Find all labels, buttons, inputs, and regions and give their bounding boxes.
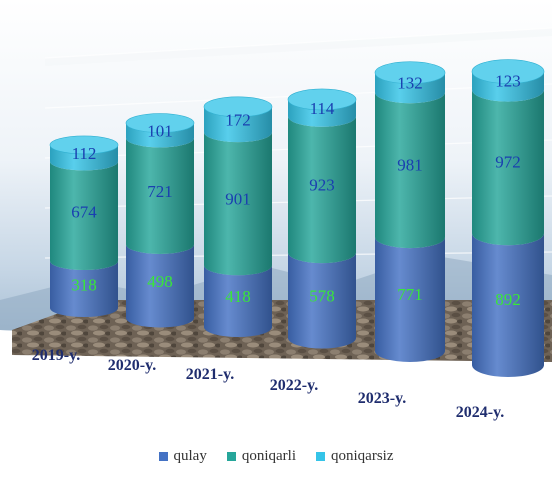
data-label-qoniqarli-2024-y: 972 xyxy=(495,152,521,171)
category-label-2020-y: 2020-y. xyxy=(108,357,156,374)
category-label-2019-y: 2019-y. xyxy=(32,347,80,364)
bar-segment-qoniqarsiz-2024-y xyxy=(472,71,544,102)
bar-segment-qoniqarsiz-2022-y xyxy=(288,99,356,127)
legend-swatch-qoniqarsiz xyxy=(316,452,325,461)
legend: qulay qoniqarli qoniqarsiz xyxy=(0,448,552,465)
gridline xyxy=(44,27,552,59)
category-label-2024-y: 2024-y. xyxy=(456,404,504,421)
data-label-qoniqarsiz-2020-y: 101 xyxy=(147,121,173,140)
bar-group-2021-y: 418 901 172 xyxy=(203,96,273,337)
bar-cap-2023-y xyxy=(374,61,446,85)
bar-segment-qoniqarli-2019-y xyxy=(50,161,118,271)
data-label-qoniqarsiz-2022-y: 114 xyxy=(310,99,335,118)
bar-segment-qulay-2022-y xyxy=(288,252,356,349)
bar-cap-2020-y xyxy=(125,113,195,133)
data-label-qoniqarli-2022-y: 923 xyxy=(309,175,335,194)
bar-group-2023-y: 771 981 132 xyxy=(374,61,446,362)
data-label-qoniqarli-2019-y: 674 xyxy=(71,202,97,221)
bar-segment-qoniqarli-2024-y xyxy=(472,89,544,246)
bar-group-2020-y: 498 721 101 xyxy=(125,113,195,328)
legend-swatch-qoniqarli xyxy=(226,452,236,461)
bar-segment-qulay-2024-y xyxy=(472,233,544,377)
category-labels: 2019-y. 2020-y. 2021-y. 2022-y. 2023-y. 2024-… xyxy=(32,347,504,421)
data-label-qulay-2020-y: 498 xyxy=(147,272,173,291)
bar-segment-qulay-2021-y xyxy=(204,265,272,337)
data-label-qoniqarsiz-2023-y: 132 xyxy=(397,73,423,92)
bar-cap-2021-y xyxy=(203,96,273,118)
bar-group-2022-y: 578 923 114 xyxy=(287,88,357,349)
legend-label-qoniqarsiz: qoniqarsiz xyxy=(331,448,394,464)
bar-segment-qulay-2019-y xyxy=(50,261,118,317)
bars-group: 318 674 112 498 721 101 418 901 172 578 923 114 771 9… xyxy=(49,59,545,377)
bar-segment-qoniqarsiz-2023-y xyxy=(375,72,445,104)
bar-segment-qoniqarli-2020-y xyxy=(126,137,194,254)
category-label-2021-y: 2021-y. xyxy=(186,366,234,383)
category-label-2023-y: 2023-y. xyxy=(358,390,406,407)
legend-swatch-qulay xyxy=(158,452,168,461)
bar-segment-qulay-2020-y xyxy=(126,244,194,328)
legend-item-qoniqarli: qoniqarli xyxy=(226,448,296,465)
data-label-qulay-2021-y: 418 xyxy=(225,287,251,306)
data-label-qulay-2019-y: 318 xyxy=(71,276,97,295)
legend-item-qoniqarsiz: qoniqarsiz xyxy=(316,448,393,465)
bar-cap-2024-y xyxy=(471,59,545,84)
bar-group-2019-y: 318 674 112 xyxy=(49,135,119,317)
data-label-qulay-2023-y: 771 xyxy=(397,285,423,304)
bar-segment-qoniqarli-2021-y xyxy=(204,132,272,276)
bar-cap-2019-y xyxy=(49,135,119,155)
data-label-qoniqarli-2023-y: 981 xyxy=(397,156,423,175)
legend-label-qulay: qulay xyxy=(173,448,207,464)
bar-segment-qulay-2023-y xyxy=(375,237,445,362)
data-label-qoniqarsiz-2021-y: 172 xyxy=(225,110,251,129)
legend-label-qoniqarli: qoniqarli xyxy=(241,448,296,464)
data-label-qoniqarli-2021-y: 901 xyxy=(225,190,251,209)
legend-item-qulay: qulay xyxy=(158,448,207,465)
bar-segment-qoniqarli-2022-y xyxy=(288,116,356,264)
category-label-2022-y: 2022-y. xyxy=(270,377,318,394)
bar-segment-qoniqarsiz-2019-y xyxy=(50,144,118,171)
data-label-qulay-2022-y: 578 xyxy=(309,286,335,305)
data-label-qoniqarli-2020-y: 721 xyxy=(147,182,173,201)
data-label-qulay-2024-y: 892 xyxy=(495,290,521,309)
data-label-qoniqarsiz-2024-y: 123 xyxy=(495,72,521,91)
data-label-qoniqarsiz-2019-y: 112 xyxy=(72,144,97,163)
bar-cap-2022-y xyxy=(287,88,357,111)
bar-segment-qoniqarli-2023-y xyxy=(375,92,445,249)
bar-segment-qoniqarsiz-2020-y xyxy=(126,123,194,148)
bar-group-2024-y: 892 972 123 xyxy=(471,59,545,377)
